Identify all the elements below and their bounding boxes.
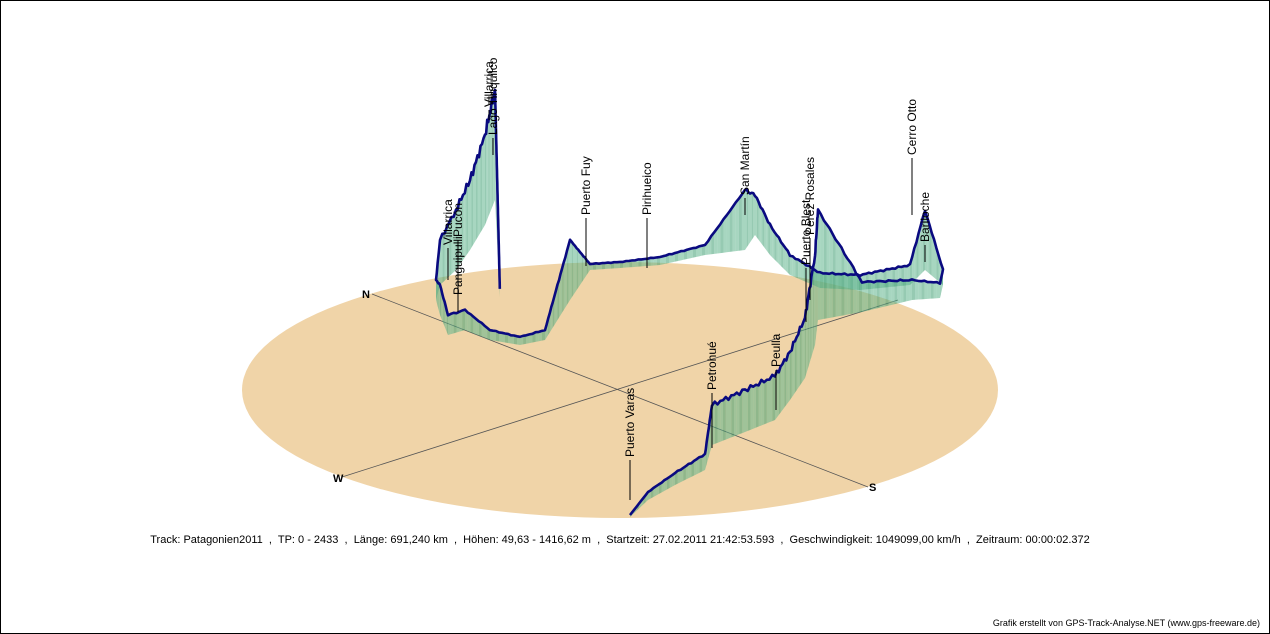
waypoint-label: Panguipulli <box>451 236 465 295</box>
waypoint-label: Petrohué <box>705 341 719 390</box>
waypoint-label: Pirihueico <box>640 162 654 215</box>
track-polyline <box>434 88 945 516</box>
waypoint-label: Perez Rosales <box>803 157 817 235</box>
waypoint-label: Puerto Varas <box>623 388 637 457</box>
info-start: Startzeit: 27.02.2011 21:42:53.593 <box>606 534 775 546</box>
compass-north-label: N <box>362 289 370 301</box>
compass-south-label: S <box>869 482 876 494</box>
waypoint-label: Villarrica <box>441 199 455 245</box>
info-speed: Geschwindigkeit: 1049099,00 km/h <box>789 534 961 546</box>
waypoint-label: Pucón <box>451 203 465 237</box>
info-track: Track: Patagonien2011 <box>150 534 263 546</box>
info-heights: Höhen: 49,63 - 1416,62 m <box>463 534 591 546</box>
waypoint-label: Bariloche <box>918 192 932 242</box>
waypoint-label: Peulla <box>769 333 783 367</box>
credit-text: Grafik erstellt von GPS-Track-Analyse.NE… <box>992 618 1260 628</box>
waypoint-label: Puerto Fuy <box>579 156 593 215</box>
info-period: Zeitraum: 00:00:02.372 <box>976 534 1090 546</box>
track-info: Track: Patagonien2011 , TP: 0 - 2433 , L… <box>150 534 1090 546</box>
waypoint-label: San Martín <box>738 136 752 195</box>
info-tp: TP: 0 - 2433 <box>277 534 339 546</box>
track-line <box>434 88 945 516</box>
info-length: Länge: 691,240 km <box>353 534 448 546</box>
waypoint-label: Cerro Otto <box>905 99 919 155</box>
compass-west-label: W <box>333 473 344 485</box>
waypoint-label: Villarrica <box>482 61 496 107</box>
